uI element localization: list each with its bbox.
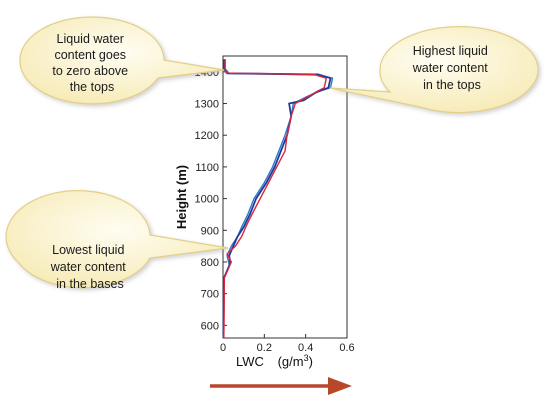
svg-text:Highest liquid water conte: Highest liquid water content in the tops [412,44,492,92]
callout-lowest [5,190,229,289]
x-tick-label: 0.2 [257,342,272,354]
y-tick-label: 1200 [195,130,219,142]
plot-frame [222,55,348,339]
y-tick-label: 800 [201,257,219,269]
callout-tops-zero-line3: to zero above [52,64,128,78]
x-axis-label: LWC (g/m3) [236,353,313,369]
x-axis-label-unit: (g/m [278,354,304,369]
y-tick-label: 600 [201,320,219,332]
callout-highest-line2: water content [412,61,489,75]
callout-tops-zero-line4: the tops [70,80,114,94]
x-tick-label: 0.6 [339,342,354,354]
callout-tops-zero-line2: content goes [54,48,126,62]
callout-tops-zero-line1: Liquid water [57,32,124,46]
y-tick-label: 1100 [195,162,219,174]
x-axis-label-main: LWC [236,354,264,369]
callout-tops-zero [19,16,225,105]
svg-text:Lowest liquid water conten: Lowest liquid water content in the bases [50,243,130,291]
x-axis-label-close: ) [309,354,313,369]
y-tick-label: 1300 [195,99,219,111]
x-tick-label: 0.4 [298,342,313,354]
right-arrow-icon [210,377,352,395]
callout-highest [329,26,539,114]
callout-highest-line1: Highest liquid [413,44,488,58]
callout-highest-line3: in the tops [423,78,481,92]
y-axis-label: Height (m) [174,165,189,229]
y-tick-label: 1000 [195,194,219,206]
callout-lowest-line3: in the bases [56,277,123,291]
svg-text:Liquid water content goes: Liquid water content goes to zero above … [52,32,131,94]
series-group [222,59,334,339]
x-tick-label: 0 [220,342,226,354]
callout-lowest-line2: water content [50,260,127,274]
x-axis-label-sup: 3 [304,353,309,363]
series-line-3 [223,59,327,339]
callout-lowest-line1: Lowest liquid [52,243,124,257]
y-tick-label: 700 [201,289,219,301]
y-tick-label: 900 [201,225,219,237]
